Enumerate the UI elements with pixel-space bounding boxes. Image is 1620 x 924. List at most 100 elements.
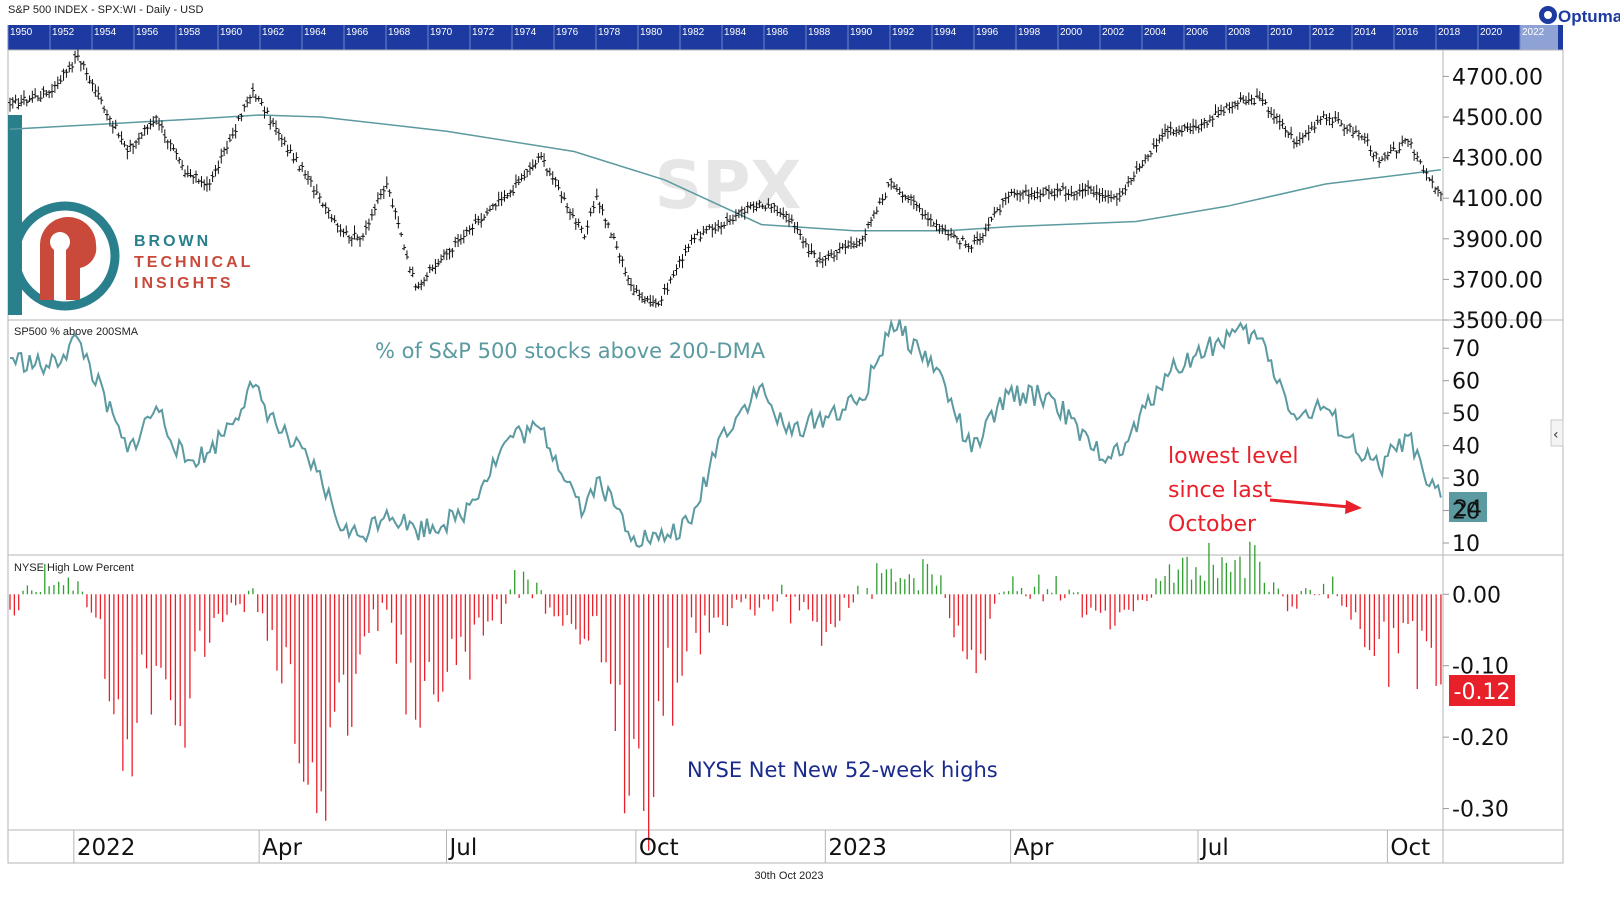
price-y-tick-label: 3900.00 — [1452, 228, 1543, 253]
highlow-panel: 0.00 -0.10 -0.20 -0.30 — [9, 541, 1509, 851]
breadth-annotation: % of S&P 500 stocks above 200-DMA — [375, 339, 766, 363]
timeline-year-label: 1984 — [724, 27, 747, 38]
timeline-year-label: 2004 — [1144, 27, 1167, 38]
timeline-year-label: 1986 — [766, 27, 789, 38]
timeline-year-label: 1980 — [640, 27, 663, 38]
price-200dma-line — [9, 114, 1441, 232]
timeline-year-label: 1988 — [808, 27, 831, 38]
breadth-y-tick-label: 40 — [1452, 435, 1480, 460]
timeline-year-label: 2012 — [1312, 27, 1335, 38]
footer-date: 30th Oct 2023 — [754, 870, 823, 882]
timeline-year-label: 1998 — [1018, 27, 1041, 38]
breadth-y-tick-label: 30 — [1452, 467, 1480, 492]
x-axis-tick-label: Oct — [1390, 835, 1430, 861]
timeline-year-label: 1966 — [346, 27, 369, 38]
logo-text-technical: TECHNICAL — [134, 254, 253, 271]
timeline-band[interactable]: 1950 1952 1954 1956 1958 1960 1962 1964 1966 1968… — [7, 25, 1563, 50]
timeline-year-label: 1982 — [682, 27, 705, 38]
lowest-level-callout: lowest level since last October — [1168, 444, 1362, 537]
optuma-logo: Optuma — [1539, 6, 1620, 26]
timeline-year-label: 2018 — [1438, 27, 1461, 38]
timeline-year-label: 2006 — [1186, 27, 1209, 38]
timeline-year-label: 2014 — [1354, 27, 1377, 38]
timeline-year-label: 1974 — [514, 27, 537, 38]
breadth-y-tick-label: 50 — [1452, 402, 1480, 427]
callout-arrow-shaft — [1269, 498, 1351, 509]
x-axis-frame — [7, 829, 1564, 864]
timeline-year-label: 2020 — [1480, 27, 1503, 38]
timeline-year-label: 1976 — [556, 27, 579, 38]
side-panel-toggle-box[interactable] — [1550, 419, 1564, 447]
breadth-y-tick-label: 70 — [1452, 337, 1480, 362]
timeline-year-label: 2008 — [1228, 27, 1251, 38]
highlow-last-value-tag — [1449, 675, 1515, 706]
highlow-panel-frame — [7, 554, 1564, 831]
price-y-tick-label: 4300.00 — [1452, 147, 1543, 172]
x-axis-tick-label: Oct — [639, 835, 679, 861]
breadth-last-value-text: 24 — [1454, 497, 1482, 522]
price-y-tick-label: 4500.00 — [1452, 106, 1543, 131]
chevron-left-icon[interactable]: ‹ — [1553, 427, 1559, 443]
optuma-brand-text: Optuma — [1558, 7, 1620, 26]
logo-text-brown: BROWN — [134, 233, 211, 250]
timeline-year-label: 1992 — [892, 27, 915, 38]
side-panel-toggle[interactable]: ‹ — [1550, 419, 1564, 447]
price-y-tick-label: 4100.00 — [1452, 187, 1543, 212]
brown-technical-insights-logo: BROWN TECHNICAL INSIGHTS — [8, 115, 253, 315]
callout-arrow-head-icon — [1345, 500, 1362, 514]
timeline-year-label: 1958 — [178, 27, 201, 38]
breadth-panel-title: SP500 % above 200SMA — [14, 326, 139, 338]
timeline-year-label: 1968 — [388, 27, 411, 38]
callout-line-3: October — [1168, 512, 1257, 537]
timeline-year-label: 1990 — [850, 27, 873, 38]
breadth-y-tick-label: 20 — [1452, 500, 1480, 525]
x-axis-tick-label: Apr — [1014, 835, 1054, 861]
timeline-year-label: 1960 — [220, 27, 243, 38]
timeline-year-label: 2016 — [1396, 27, 1419, 38]
highlow-y-tick-label: -0.20 — [1452, 726, 1509, 751]
breadth-panel: 70 60 50 40 30 20 10 — [9, 318, 1480, 557]
timeline-year-label: 1972 — [472, 27, 495, 38]
price-y-tick-label: 3700.00 — [1452, 268, 1543, 293]
timeline-year-label: 1964 — [304, 27, 327, 38]
price-y-tick-label: 4700.00 — [1452, 65, 1543, 90]
logo-text-insights: INSIGHTS — [134, 275, 234, 292]
timeline-year-label: 2010 — [1270, 27, 1293, 38]
timeline-year-label: 1962 — [262, 27, 285, 38]
breadth-panel-frame — [7, 319, 1564, 556]
timeline-band-background — [8, 25, 1563, 50]
logo-ring — [10, 201, 120, 311]
timeline-year-label: 1996 — [976, 27, 999, 38]
callout-line-2: since last — [1168, 478, 1272, 503]
highlow-y-tick-label: -0.10 — [1452, 655, 1509, 680]
timeline-year-label: 2002 — [1102, 27, 1125, 38]
highlow-panel-title: NYSE High Low Percent — [14, 562, 134, 574]
x-axis-tick-label: Apr — [262, 835, 302, 861]
logo-mark — [40, 217, 97, 300]
x-axis-tick-label: 2023 — [828, 835, 887, 861]
timeline-year-label: 1956 — [136, 27, 159, 38]
x-axis-tick-label: 2022 — [77, 835, 136, 861]
x-axis-tick-label: Jul — [1199, 835, 1229, 861]
highlow-annotation: NYSE Net New 52-week highs — [687, 758, 998, 782]
price-panel: 4700.00 4500.00 4300.00 4100.00 3900.00 3700.… — [8, 49, 1543, 334]
breadth-y-tick-label: 60 — [1452, 370, 1480, 395]
breadth-line — [9, 318, 1442, 548]
timeline-year-label: 1978 — [598, 27, 621, 38]
timeline-year-label: 1994 — [934, 27, 957, 38]
x-axis-tick-label: Jul — [447, 835, 477, 861]
optuma-logo-icon-center — [1544, 11, 1552, 19]
timeline-year-label: 2022 — [1522, 27, 1545, 38]
highlow-y-tick-label: 0.00 — [1452, 583, 1501, 608]
highlow-last-value-text: -0.12 — [1454, 680, 1511, 705]
timeline-year-label: 1952 — [52, 27, 75, 38]
timeline-year-label: 2000 — [1060, 27, 1083, 38]
timeline-year-label: 1954 — [94, 27, 117, 38]
axes: 2022 Apr Jul Oct 2023 Apr Jul Oct — [73, 830, 1430, 863]
callout-line-1: lowest level — [1168, 444, 1299, 469]
timeline-year-label: 1970 — [430, 27, 453, 38]
timeline-highlight — [1520, 25, 1558, 50]
breadth-y-tick-label: 10 — [1452, 532, 1480, 557]
highlow-y-tick-label: -0.30 — [1452, 798, 1509, 823]
